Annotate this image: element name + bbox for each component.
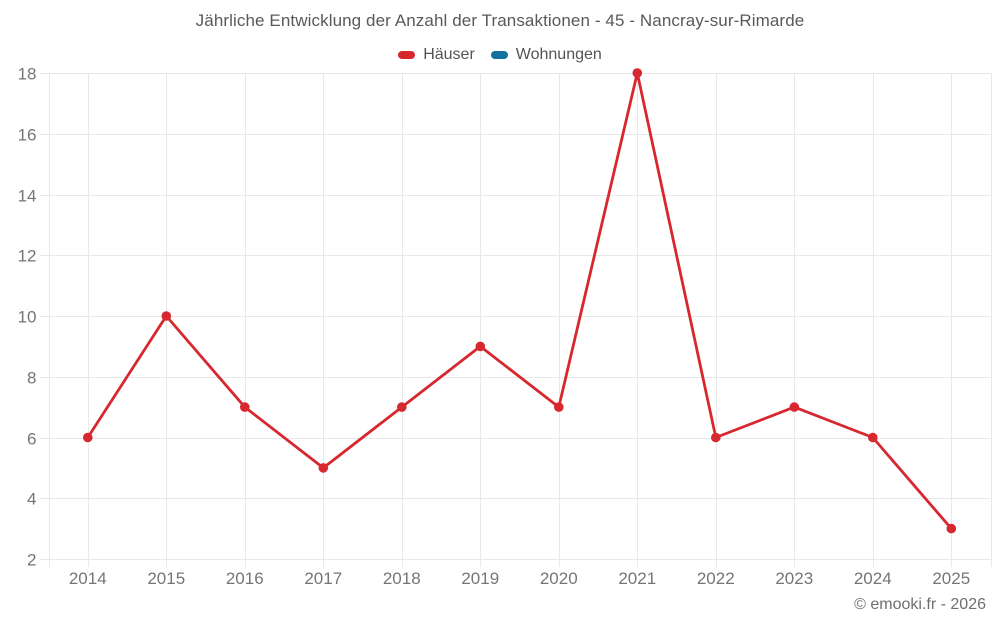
y-axis-tick-label: 14: [18, 187, 37, 206]
copyright-text: © emooki.fr - 2026: [854, 596, 986, 613]
data-point[interactable]: [475, 341, 486, 352]
data-point[interactable]: [789, 402, 800, 412]
y-axis-tick-label: 4: [27, 490, 36, 509]
y-axis-tick-label: 6: [27, 430, 36, 449]
x-axis-tick-label: 2019: [461, 569, 499, 588]
legend-item-1[interactable]: Wohnungen: [490, 46, 602, 64]
data-point[interactable]: [711, 432, 721, 443]
data-point[interactable]: [83, 432, 93, 443]
x-axis-tick-label: 2024: [854, 569, 892, 588]
y-axis-tick-label: 2: [27, 551, 36, 570]
legend-swatch-icon: [398, 51, 416, 59]
x-axis-tick-label: 2022: [697, 569, 735, 588]
x-axis-tick-label: 2020: [540, 569, 578, 588]
data-point[interactable]: [318, 463, 329, 473]
x-axis-tick-label: 2015: [147, 569, 185, 588]
chart-title: Jährliche Entwicklung der Anzahl der Tra…: [195, 11, 805, 30]
x-axis-tick-label: 2014: [69, 569, 107, 588]
x-axis-tick-label: 2016: [226, 569, 264, 588]
data-point[interactable]: [240, 402, 250, 412]
series-line-Häuser: [86, 71, 953, 530]
x-axis-tick-label: 2021: [618, 569, 656, 588]
chart-legend: Häuser Wohnungen: [0, 46, 1000, 64]
data-point[interactable]: [946, 523, 957, 534]
x-axis-tick-label: 2018: [383, 569, 421, 588]
data-point[interactable]: [161, 311, 172, 321]
y-axis-tick-label: 16: [18, 126, 37, 145]
data-point[interactable]: [868, 432, 878, 443]
legend-item-0[interactable]: Häuser: [398, 46, 475, 64]
x-axis-tick-label: 2023: [775, 569, 813, 588]
y-axis-tick-label: 8: [27, 369, 36, 388]
x-axis-tick-label: 2017: [304, 569, 342, 588]
data-point[interactable]: [554, 402, 564, 412]
legend-swatch-icon: [490, 51, 508, 59]
legend-label: Häuser: [423, 46, 475, 63]
x-axis-tick-label: 2025: [932, 569, 970, 588]
data-point[interactable]: [632, 68, 643, 78]
y-axis-tick-label: 10: [18, 308, 37, 327]
legend-label: Wohnungen: [515, 46, 602, 63]
y-axis-tick-label: 18: [18, 65, 37, 84]
y-axis-tick-label: 12: [18, 247, 37, 266]
data-point[interactable]: [397, 402, 407, 412]
